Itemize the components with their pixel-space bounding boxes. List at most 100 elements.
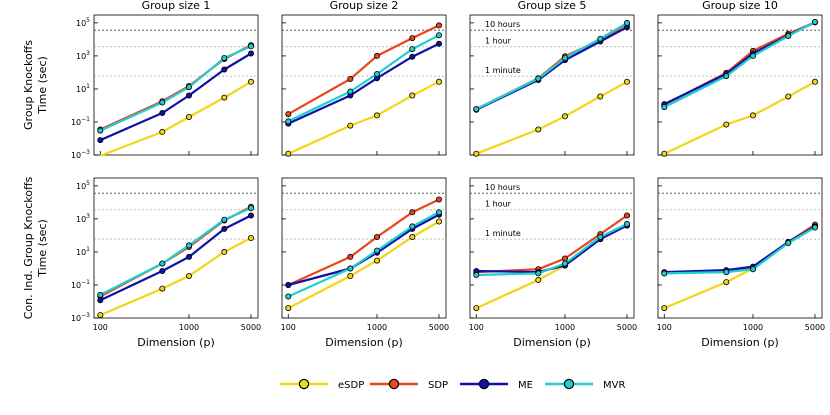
data-point-eSDP — [159, 285, 166, 292]
data-point-MVR — [221, 216, 228, 223]
data-point-MVR — [247, 43, 254, 50]
data-point-eSDP — [285, 150, 292, 157]
data-point-eSDP — [247, 78, 254, 85]
data-point-MVR — [750, 52, 757, 59]
data-point-eSDP — [535, 126, 542, 133]
data-point-ME — [285, 281, 292, 288]
data-point-eSDP — [597, 93, 604, 100]
data-point-eSDP — [661, 150, 668, 157]
data-point-MVR — [247, 205, 254, 212]
panel-frame — [657, 14, 823, 156]
panel-frame — [657, 177, 823, 319]
panel: 100 1000 5000 — [657, 177, 825, 332]
data-point-SDP — [409, 209, 416, 216]
y-tick-exponent: −1 — [81, 116, 90, 123]
y-tick-label: 103 — [76, 213, 90, 224]
y-tick-base: 10 — [71, 118, 81, 127]
row-label-line: Group Knockoffs — [22, 40, 35, 130]
data-point-ME — [97, 137, 104, 144]
data-point-eSDP — [97, 312, 104, 319]
x-tick-label: 100 — [93, 323, 108, 332]
data-point-MVR — [535, 270, 542, 277]
row-label-line: Con. Ind. Group Knockoffs — [22, 176, 35, 319]
data-point-eSDP — [185, 114, 192, 121]
data-point-eSDP — [435, 218, 442, 225]
panel — [657, 14, 823, 157]
data-point-MVR — [812, 18, 819, 25]
x-tick-label: 1000 — [179, 323, 199, 332]
data-point-ME — [221, 225, 228, 232]
x-tick-label: 5000 — [241, 323, 261, 332]
y-tick-base: 10 — [76, 215, 86, 224]
y-tick-exponent: −3 — [81, 312, 90, 319]
data-point-eSDP — [221, 94, 228, 101]
legend: eSDP SDP ME MVR — [280, 378, 625, 391]
data-point-ME — [97, 297, 104, 304]
y-tick-label: 10−3 — [71, 312, 90, 323]
y-tick-label: 105 — [76, 17, 90, 28]
data-point-eSDP — [373, 112, 380, 119]
data-point-eSDP — [812, 78, 819, 85]
data-point-eSDP — [409, 92, 416, 99]
reference-line-label: 10 hours — [485, 183, 520, 192]
data-point-eSDP — [624, 78, 631, 85]
data-point-SDP — [373, 52, 380, 59]
x-tick-label: 5000 — [429, 323, 449, 332]
data-point-ME — [185, 92, 192, 99]
data-point-MVR — [347, 88, 354, 95]
data-point-MVR — [97, 291, 104, 298]
data-point-eSDP — [247, 234, 254, 241]
data-point-eSDP — [562, 113, 569, 120]
panel: 100 1000 5000 — [281, 177, 449, 332]
x-axis-label: Dimension (p) — [137, 336, 215, 349]
data-point-MVR — [159, 99, 166, 106]
data-point-MVR — [185, 84, 192, 91]
data-point-eSDP — [347, 272, 354, 279]
y-tick-exponent: 5 — [86, 180, 90, 187]
y-tick-base: 10 — [76, 248, 86, 257]
data-point-MVR — [562, 55, 569, 62]
data-point-MVR — [812, 224, 819, 231]
y-tick-label: 10−1 — [71, 116, 90, 127]
y-tick-exponent: 1 — [86, 83, 90, 90]
x-tick-label: 5000 — [805, 323, 825, 332]
data-point-MVR — [221, 55, 228, 62]
reference-line-label: 1 hour — [485, 200, 512, 209]
x-axis-label: Dimension (p) — [513, 336, 591, 349]
data-point-eSDP — [221, 248, 228, 255]
data-point-MVR — [535, 75, 542, 82]
x-tick-label: 1000 — [743, 323, 763, 332]
reference-line-label: 10 hours — [485, 20, 520, 29]
data-point-eSDP — [409, 233, 416, 240]
column-title: Group size 2 — [330, 0, 399, 12]
data-point-MVR — [597, 233, 604, 240]
x-tick-label: 1000 — [367, 323, 387, 332]
data-point-SDP — [624, 212, 631, 219]
y-tick-label: 103 — [76, 50, 90, 61]
data-point-MVR — [785, 33, 792, 40]
data-point-MVR — [723, 269, 730, 276]
row-label: Con. Ind. Group Knockoffs Time (sec) — [22, 176, 49, 319]
legend-label-ME: ME — [518, 380, 533, 391]
y-tick-label: 101 — [76, 83, 90, 94]
y-tick-exponent: −3 — [81, 149, 90, 156]
data-point-eSDP — [347, 122, 354, 129]
row-label: Group Knockoffs Time (sec) — [22, 40, 49, 130]
data-point-MVR — [473, 271, 480, 278]
data-point-MVR — [435, 32, 442, 39]
y-tick-exponent: 3 — [86, 213, 90, 220]
y-tick-label: 10−1 — [71, 279, 90, 290]
data-point-MVR — [185, 242, 192, 249]
data-point-eSDP — [723, 279, 730, 286]
x-tick-label: 1000 — [555, 323, 575, 332]
data-point-ME — [435, 40, 442, 47]
y-tick-exponent: 5 — [86, 17, 90, 24]
data-point-SDP — [435, 22, 442, 29]
data-point-SDP — [285, 111, 292, 118]
panel-frame — [469, 177, 635, 319]
panel — [281, 14, 447, 157]
reference-line-label: 1 minute — [485, 229, 521, 238]
data-point-eSDP — [285, 305, 292, 312]
reference-line-label: 1 hour — [485, 37, 512, 46]
data-point-MVR — [597, 35, 604, 42]
